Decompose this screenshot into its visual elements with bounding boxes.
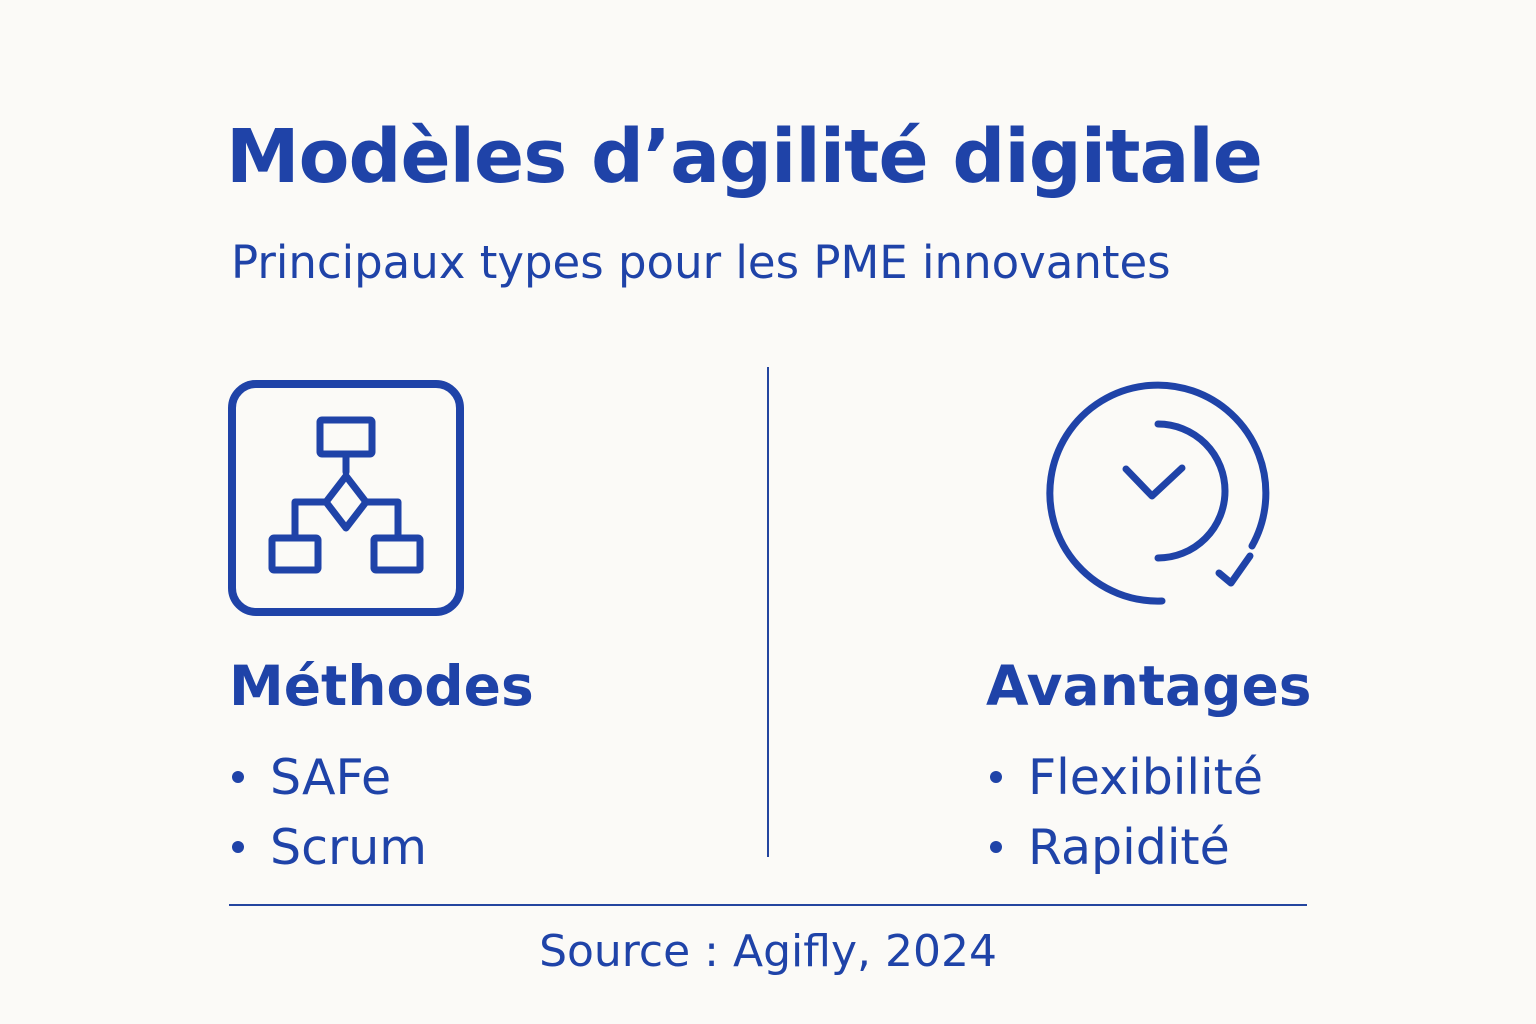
list-item: Rapidité [987,812,1263,882]
source-caption: Source : Agifly, 2024 [539,926,997,977]
list-item: Flexibilité [987,742,1263,812]
page-subtitle: Principaux types pour les PME innovantes [231,236,1171,289]
vertical-divider [767,367,769,857]
avantages-title: Avantages [986,654,1312,718]
page-title: Modèles d’agilité digitale [226,114,1263,200]
avantages-item-rapidite: Rapidité [1028,818,1230,876]
avantages-list: Flexibilité Rapidité [987,742,1263,882]
methodes-title: Méthodes [229,654,534,718]
avantages-item-flexibilite: Flexibilité [1028,748,1263,806]
bullet-icon [990,841,1002,853]
bullet-icon [232,841,244,853]
methodes-list: SAFe Scrum [229,742,427,882]
bullet-icon [990,771,1002,783]
methodes-item-scrum: Scrum [270,818,427,876]
list-item: Scrum [229,812,427,882]
horizontal-divider [229,904,1307,906]
list-item: SAFe [229,742,427,812]
clock-refresh-icon [1046,381,1270,605]
hierarchy-chart-icon [228,380,464,616]
methodes-item-safe: SAFe [270,748,392,806]
bullet-icon [232,771,244,783]
